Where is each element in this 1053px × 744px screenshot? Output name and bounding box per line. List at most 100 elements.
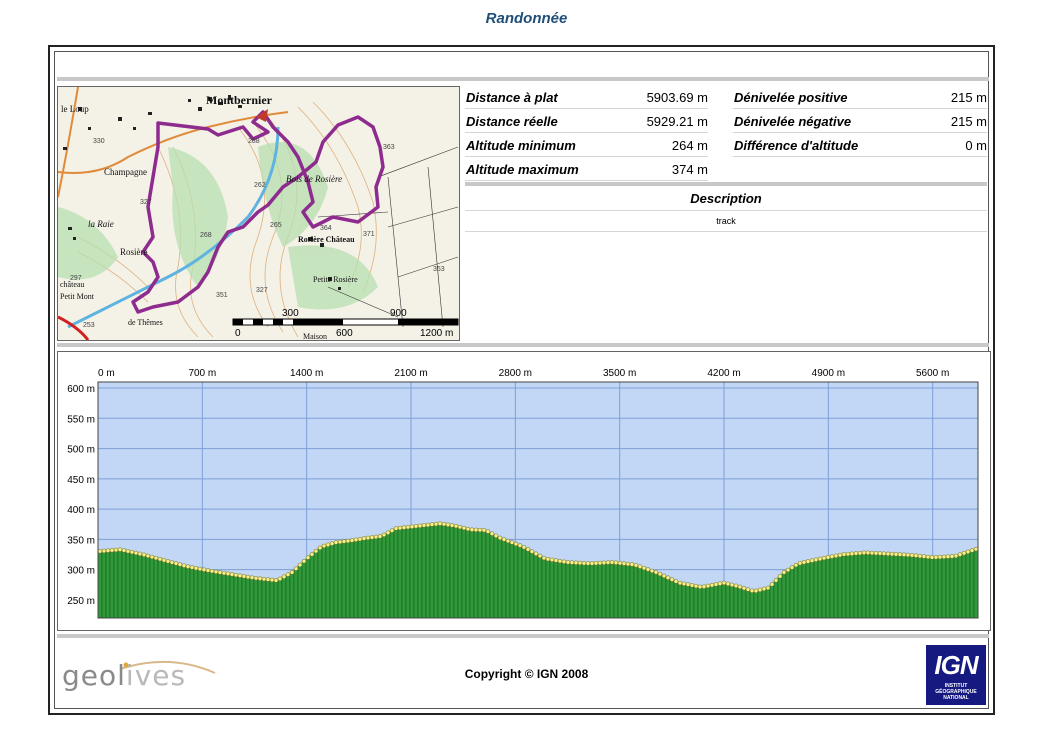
elevation-point xyxy=(541,555,547,561)
elevation-bar xyxy=(373,536,379,619)
y-tick-label: 250 m xyxy=(67,596,95,607)
elevation-point xyxy=(485,529,491,534)
elevation-point xyxy=(357,536,363,542)
elevation-bar xyxy=(489,533,495,619)
elevation-point xyxy=(249,575,255,580)
elevation-point xyxy=(673,579,679,584)
elevation-bar xyxy=(937,556,943,619)
elevation-point xyxy=(465,526,471,532)
elevation-point xyxy=(933,555,939,560)
elevation-bar xyxy=(713,584,719,619)
elevation-bar xyxy=(837,554,843,619)
route-map[interactable]: Montbernier le Loup Champagne la Raie Ro… xyxy=(57,86,460,341)
elevation-bar xyxy=(697,586,703,619)
elevation-point xyxy=(421,523,427,528)
elevation-point xyxy=(125,549,131,554)
elevation-point xyxy=(701,584,707,589)
elevation-point xyxy=(601,560,607,566)
elevation-profile[interactable]: 0 m 700 m 1400 m 2100 m 2800 m 3500 m 4200 m 49… xyxy=(57,351,991,631)
elevation-point xyxy=(881,551,887,556)
elevation-bar xyxy=(173,563,179,619)
elevation-point xyxy=(685,582,691,587)
elevation-bar xyxy=(541,557,547,619)
elevation-point xyxy=(189,565,195,570)
elevation-bar xyxy=(337,541,343,619)
elevation-bar xyxy=(833,555,839,619)
elevation-bar xyxy=(573,562,579,619)
elevation-bar xyxy=(389,530,395,619)
ign-line: INSTITUT xyxy=(944,683,968,689)
elevation-bar xyxy=(485,531,491,619)
elevation-bar xyxy=(465,528,471,619)
elevation-bar xyxy=(817,558,823,619)
elevation-bar xyxy=(257,578,263,619)
elevation-point xyxy=(621,561,627,566)
elevation-bar xyxy=(869,552,875,619)
map-label-petit-mont: Petit Mont xyxy=(60,292,95,301)
elevation-point xyxy=(909,552,915,558)
title-divider xyxy=(57,77,989,81)
elevation-point xyxy=(973,546,979,552)
elevation-point xyxy=(225,571,231,577)
x-tick-label: 2100 m xyxy=(394,368,427,379)
elevation-point xyxy=(953,553,959,559)
elevation-point xyxy=(365,535,371,541)
elevation-point xyxy=(653,570,659,575)
elevation-point xyxy=(849,551,855,557)
elevation-bar xyxy=(757,589,763,619)
elevation-point xyxy=(153,555,159,561)
elevation-bar xyxy=(821,557,827,619)
map-label-chateau: château xyxy=(60,280,84,289)
elevation-point xyxy=(841,552,847,557)
elevation-bar xyxy=(881,553,887,619)
elevation-bar xyxy=(745,589,751,619)
elevation-bar xyxy=(269,579,275,619)
elevation-bar xyxy=(321,545,327,619)
elevation-bar xyxy=(301,560,307,619)
elevation-bar xyxy=(121,550,127,619)
elevation-bar xyxy=(789,567,795,619)
map-label-maison: Maison xyxy=(303,332,327,340)
elevation-point xyxy=(349,538,355,543)
map-svg: Montbernier le Loup Champagne la Raie Ro… xyxy=(58,87,459,340)
elevation-point xyxy=(273,578,279,583)
elevation-bar xyxy=(797,563,803,619)
stat-label: Différence d'altitude xyxy=(734,138,859,153)
map-spot-height: 327 xyxy=(256,287,268,294)
elevation-point xyxy=(337,539,343,545)
elevation-point xyxy=(457,524,463,530)
elevation-bar xyxy=(537,555,543,619)
elevation-point xyxy=(729,582,735,588)
elevation-bar xyxy=(973,548,979,619)
elevation-point xyxy=(733,583,739,589)
elevation-bar xyxy=(409,526,415,619)
elevation-point xyxy=(857,550,863,556)
elevation-point xyxy=(861,550,867,556)
elevation-point xyxy=(317,545,323,551)
stat-row: Distance à plat 5903.69 m xyxy=(465,86,708,109)
elevation-bar xyxy=(333,542,339,619)
elevation-point xyxy=(353,537,359,543)
elevation-bar xyxy=(125,551,131,619)
elevation-bar xyxy=(585,563,591,619)
geolives-part: ives xyxy=(125,659,187,692)
elevation-point xyxy=(677,580,683,586)
elevation-point xyxy=(193,565,199,571)
elevation-point xyxy=(725,581,731,587)
elevation-bar xyxy=(545,558,551,619)
stat-row: Altitude minimum 264 m xyxy=(465,134,708,157)
elevation-point xyxy=(573,560,579,566)
elevation-point xyxy=(657,571,663,577)
elevation-point xyxy=(385,530,391,535)
elevation-point xyxy=(793,562,799,568)
elevation-point xyxy=(781,570,787,575)
map-spot-height: 288 xyxy=(248,138,260,145)
map-spot-height: 351 xyxy=(216,292,228,299)
stat-row: Distance réelle 5929.21 m xyxy=(465,110,708,133)
y-tick-label: 450 m xyxy=(67,475,95,486)
elevation-bar xyxy=(325,544,331,619)
elevation-point xyxy=(389,528,395,533)
page-title: Randonnée xyxy=(485,10,568,27)
elevation-point xyxy=(361,536,367,541)
elevation-bar xyxy=(877,553,883,619)
